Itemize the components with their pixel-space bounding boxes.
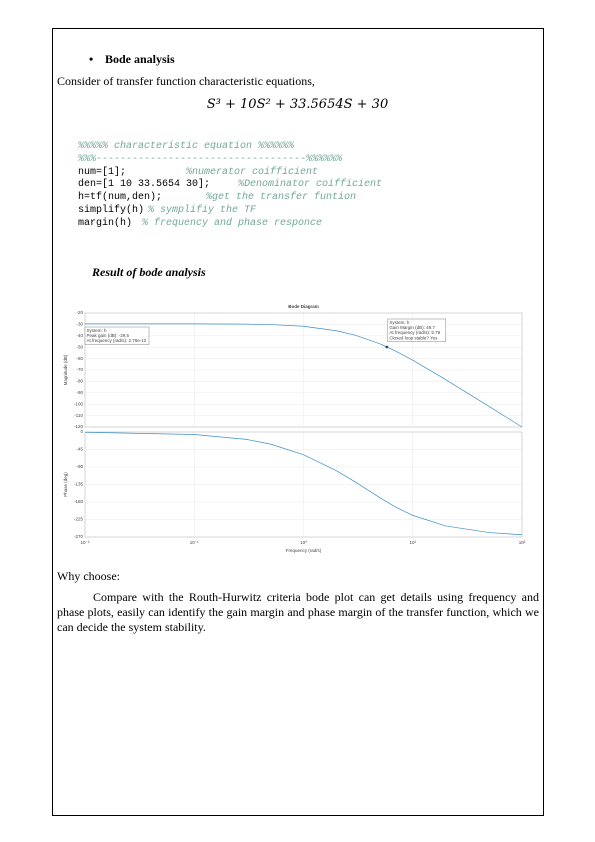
- code-line: margin(h) % frequency and phase responce: [78, 218, 382, 231]
- y-tick-label: -80: [76, 379, 83, 384]
- y-tick-label: -90: [76, 464, 83, 469]
- x-tick-label: 10⁻²: [81, 540, 90, 545]
- y-tick-label: -45: [76, 447, 83, 452]
- y-tick-label: -135: [74, 482, 84, 487]
- code: num=[1];: [78, 166, 127, 178]
- datatip-marker: [385, 345, 389, 349]
- result-heading: Result of bode analysis: [92, 265, 206, 279]
- y-tick-label: -30: [76, 322, 83, 327]
- code-line: num=[1]; %numerator coifficient: [78, 167, 382, 180]
- datatip-text: Closed loop stable? Yes: [389, 335, 438, 340]
- equation: S³ + 10S² + 33.5654S + 30: [206, 97, 389, 112]
- x-tick-label: 10⁻¹: [190, 540, 199, 545]
- code-line: den=[1 10 33.5654 30]; %Denominator coiff…: [78, 179, 382, 192]
- code: h=tf(num,den);: [78, 192, 163, 204]
- datatip-text: System: h: [389, 320, 410, 325]
- code-comment: %get the transfer funtion: [206, 192, 357, 204]
- y-axis-label: Phase (deg): [63, 472, 68, 497]
- code: simplify(h): [78, 204, 145, 216]
- code-line: %%%-----------------------------------%%…: [78, 154, 382, 167]
- x-tick-label: 10⁰: [300, 540, 307, 545]
- plot-title: Bode Diagram: [288, 304, 319, 309]
- code-line: %%%%% characteristic equation %%%%%%: [78, 141, 382, 154]
- y-tick-label: -90: [76, 390, 83, 395]
- x-axis-label: Frequency (rad/s): [286, 548, 322, 553]
- code-comment: %%%%% characteristic equation %%%%%%: [78, 141, 295, 152]
- magnitude-curve: [84, 323, 523, 428]
- y-tick-label: -20: [76, 310, 83, 315]
- y-tick-label: -120: [74, 424, 84, 429]
- y-tick-label: 0: [80, 429, 83, 434]
- y-tick-label: -180: [74, 499, 84, 504]
- y-axis-label: Magnitude (dB): [63, 354, 68, 385]
- code: margin(h): [78, 217, 133, 229]
- code-comment: % symplifiy the TF: [148, 204, 257, 216]
- code-comment: %Denominator coifficient: [238, 179, 383, 191]
- y-tick-label: -270: [74, 534, 84, 539]
- page-frame: [52, 28, 544, 816]
- datatip-box: [387, 318, 447, 342]
- code-comment: %numerator coifficient: [186, 166, 319, 178]
- datatip-text: At frequency (rad/s): 2.78e-12: [87, 338, 147, 343]
- code-comment: % frequency and phase responce: [142, 217, 323, 229]
- code-comment: %%%-----------------------------------%%…: [78, 153, 343, 165]
- datatip-text: Peak gain (dB): -29.5: [87, 333, 130, 338]
- datatip-text: System: h: [87, 328, 108, 333]
- bullet-heading: Bode analysis: [89, 52, 175, 67]
- y-tick-label: -110: [74, 413, 83, 418]
- y-tick-label: -100: [74, 401, 84, 406]
- x-tick-label: 10²: [519, 540, 526, 545]
- code-block: %%%%% characteristic equation %%%%%% %%%-…: [78, 141, 382, 231]
- code: den=[1 10 33.5654 30];: [78, 179, 211, 191]
- datatip-text: At frequency (rad/s): 5.79: [389, 330, 440, 335]
- paragraph: Compare with the Routh-Hurwitz criteria …: [57, 590, 539, 634]
- y-tick-label: -60: [76, 356, 83, 361]
- why-heading: Why choose:: [57, 569, 120, 583]
- intro-text: Consider of transfer function characteri…: [57, 74, 315, 88]
- y-tick-label: -50: [76, 344, 83, 349]
- y-tick-label: -225: [74, 517, 84, 522]
- code-line: h=tf(num,den); %get the transfer funtion: [78, 192, 382, 205]
- datatip-box: [84, 326, 150, 345]
- bode-plot: Bode Diagram -20 -30 -40 -50 -60 -70 -80 -90 -100…: [63, 304, 526, 553]
- y-tick-label: -40: [76, 333, 83, 338]
- phase-curve: [84, 431, 523, 536]
- datatip-text: Gain Margin (dB): 49.7: [389, 325, 435, 330]
- x-tick-label: 10¹: [409, 540, 416, 545]
- code-line: simplify(h)% symplifiy the TF: [78, 205, 382, 218]
- y-tick-label: -70: [76, 367, 83, 372]
